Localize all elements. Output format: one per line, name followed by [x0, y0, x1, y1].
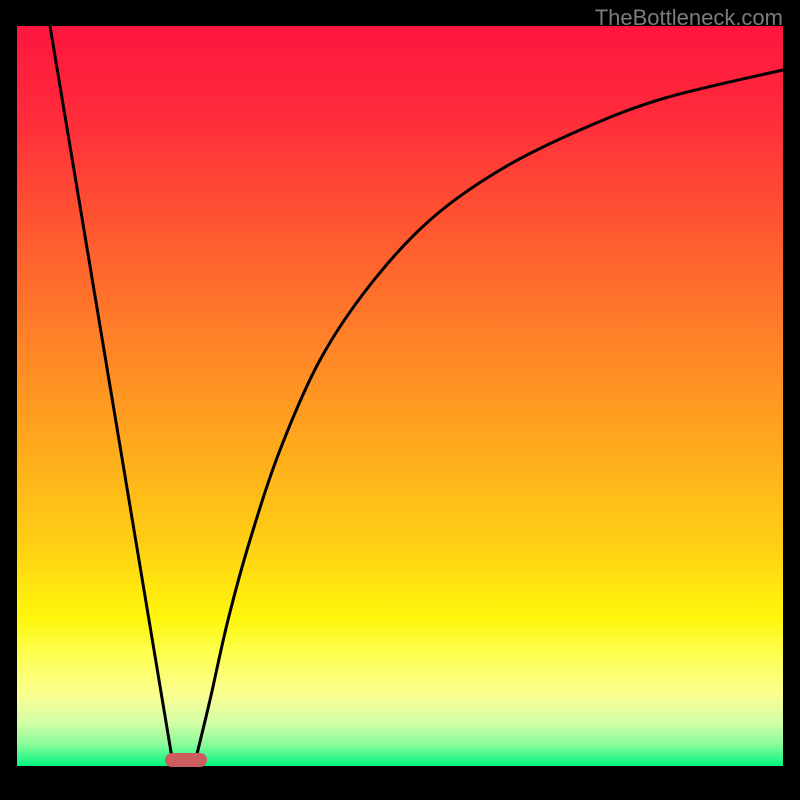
chart-container: TheBottleneck.com	[0, 0, 800, 800]
optimal-range-marker	[165, 753, 207, 767]
watermark-text: TheBottleneck.com	[595, 5, 783, 31]
gradient-plot-area	[17, 26, 783, 766]
